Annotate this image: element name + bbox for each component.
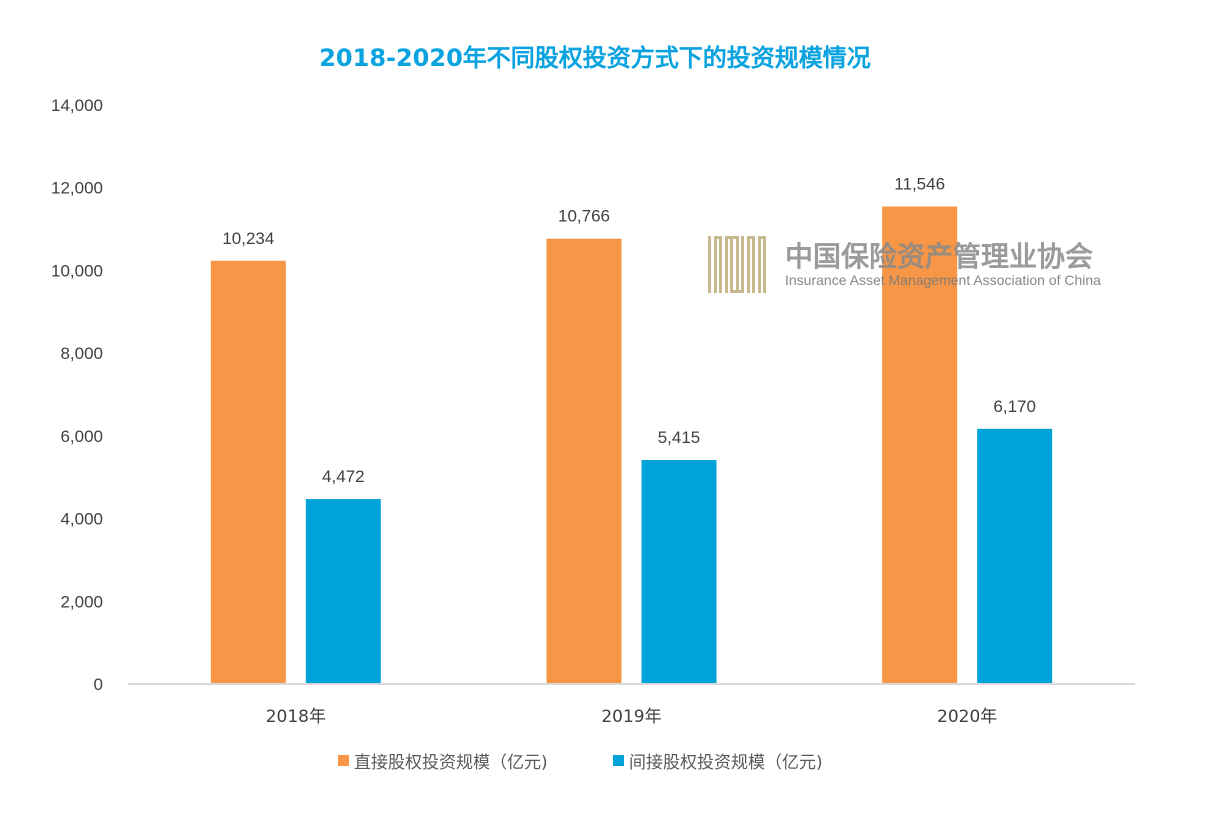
watermark: 中国保险资产管理业协会 Insurance Asset Management A… xyxy=(708,236,1101,293)
y-tick-label: 6,000 xyxy=(60,427,103,446)
y-tick-label: 2,000 xyxy=(60,592,103,611)
watermark-name-en: Insurance Asset Management Association o… xyxy=(785,272,1101,288)
chart-title: 2018-2020年不同股权投资方式下的投资规模情况 xyxy=(319,44,871,72)
data-label: 11,546 xyxy=(894,174,945,193)
bar-indirect-2020年 xyxy=(977,429,1052,684)
y-tick-label: 12,000 xyxy=(51,179,103,198)
y-tick-label: 10,000 xyxy=(51,261,103,280)
data-label: 5,415 xyxy=(658,428,701,447)
legend-item: 间接股权投资规模（亿元) xyxy=(629,753,823,773)
y-tick-label: 14,000 xyxy=(51,96,103,115)
data-label: 6,170 xyxy=(993,397,1036,416)
x-tick-label: 2020年 xyxy=(937,707,997,727)
data-label: 10,234 xyxy=(222,229,274,248)
iamac-logo-icon xyxy=(708,236,766,293)
legend-item: 直接股权投资规模（亿元) xyxy=(354,753,548,773)
bar-indirect-2019年 xyxy=(642,460,717,684)
watermark-name-cn: 中国保险资产管理业协会 xyxy=(785,240,1093,273)
x-tick-label: 2018年 xyxy=(266,707,326,727)
x-axis: 2018年 2019年 2020年 xyxy=(266,707,998,727)
y-axis: 0 2,000 4,000 6,000 8,000 10,000 12,000 14,000 xyxy=(51,96,103,694)
legend-swatch-icon xyxy=(613,755,624,766)
y-tick-label: 8,000 xyxy=(60,344,103,363)
bar-direct-2018年 xyxy=(211,261,286,684)
data-label: 10,766 xyxy=(558,207,610,226)
legend: 直接股权投资规模（亿元) 间接股权投资规模（亿元) xyxy=(338,753,823,773)
data-label: 4,472 xyxy=(322,467,365,486)
x-tick-label: 2019年 xyxy=(601,707,661,727)
bar-indirect-2018年 xyxy=(306,499,381,684)
y-tick-label: 4,000 xyxy=(60,510,103,529)
legend-swatch-icon xyxy=(338,755,349,766)
bar-direct-2019年 xyxy=(547,239,622,684)
y-tick-label: 0 xyxy=(94,675,103,694)
